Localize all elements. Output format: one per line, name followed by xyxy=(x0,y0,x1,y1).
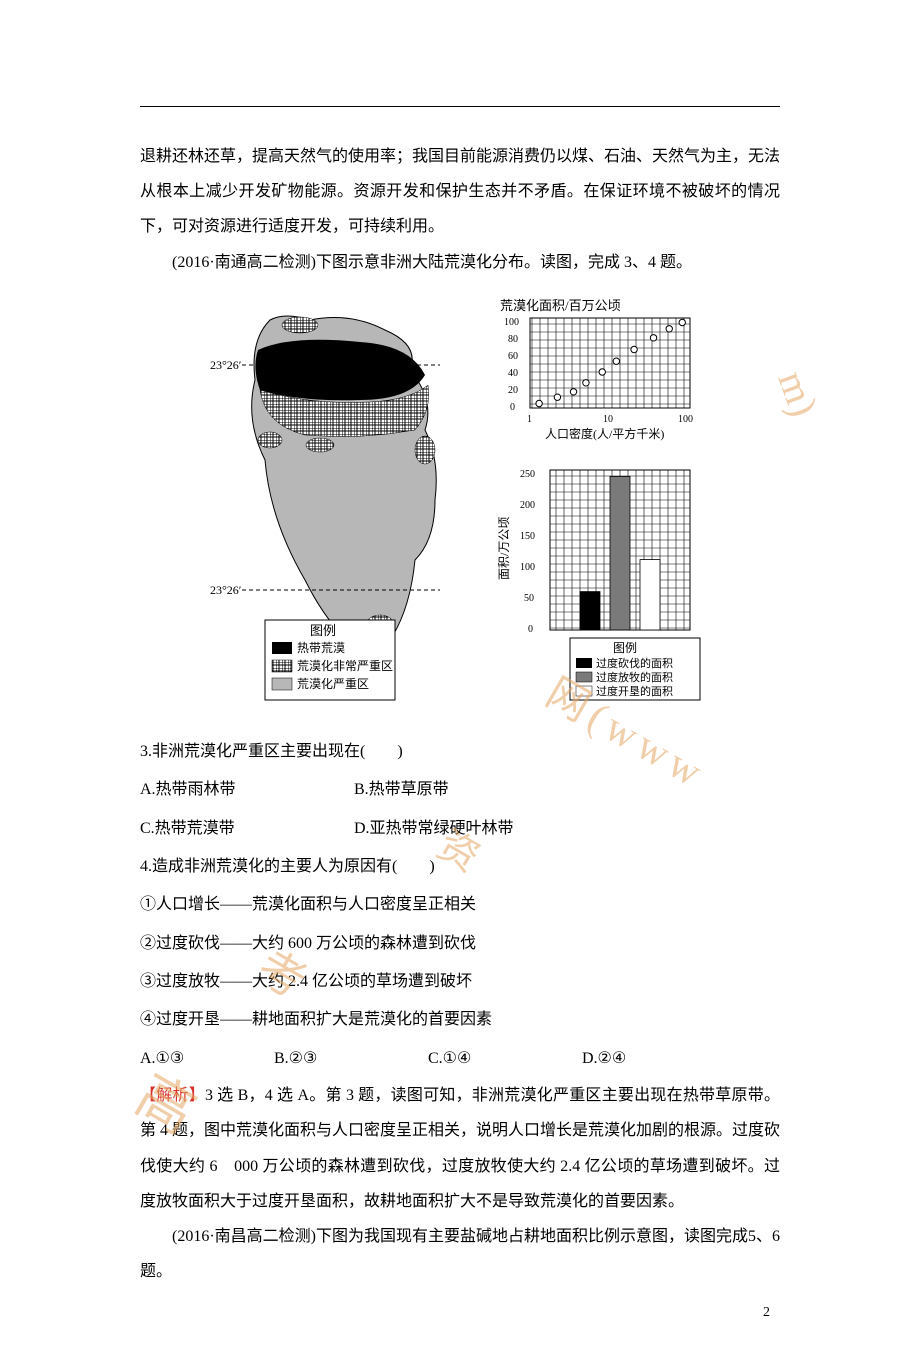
bar-chart: 面积/万公顷 0 50 100 150 200 250 图例 过度砍 xyxy=(497,469,700,700)
q3-optD: D.亚热带常绿硬叶林带 xyxy=(354,810,514,848)
svg-text:40: 40 xyxy=(508,368,518,379)
svg-text:50: 50 xyxy=(524,593,534,604)
bar-legend-2: 过度放牧的面积 xyxy=(596,670,673,684)
intro-paragraph: 退耕还林还草，提高天然气的使用率；我国目前能源消费仍以煤、石油、天然气为主，无法… xyxy=(140,139,780,245)
page: 退耕还林还草，提高天然气的使用率；我国目前能源消费仍以煤、石油、天然气为主，无法… xyxy=(0,0,920,1349)
q3-optB: B.热带草原带 xyxy=(354,771,449,809)
q3-row1: A.热带雨林带 B.热带草原带 xyxy=(140,771,780,809)
bar-legend-1: 过度砍伐的面积 xyxy=(596,656,673,670)
q4-s1: ①人口增长——荒漠化面积与人口密度呈正相关 xyxy=(140,886,780,924)
q4-s4: ④过度开垦——耕地面积扩大是荒漠化的首要因素 xyxy=(140,1001,780,1039)
q4-optC: C.①④ xyxy=(428,1040,578,1078)
scatter-xlabel: 人口密度(人/平方千米) xyxy=(545,426,664,441)
bar-ylabel: 面积/万公顷 xyxy=(497,516,511,579)
q4-optA: A.①③ xyxy=(140,1040,270,1078)
figure: 23°26′ 23°26′ xyxy=(140,290,780,715)
q3-optC: C.热带荒漠带 xyxy=(140,810,350,848)
svg-text:100: 100 xyxy=(504,317,519,328)
lat-bot: 23°26′ xyxy=(210,583,242,597)
svg-text:10: 10 xyxy=(603,414,613,425)
q3-optA: A.热带雨林带 xyxy=(140,771,350,809)
scatter-title: 荒漠化面积/百万公顷 xyxy=(500,298,621,313)
q4-optB: B.②③ xyxy=(274,1040,424,1078)
page-number: 2 xyxy=(763,1305,770,1321)
bar-legend-title: 图例 xyxy=(613,641,637,655)
svg-text:0: 0 xyxy=(510,402,515,413)
map-legend-2: 荒漠化非常严重区 xyxy=(297,659,393,673)
figure-svg: 23°26′ 23°26′ xyxy=(210,290,710,710)
map-legend-1: 热带荒漠 xyxy=(297,641,345,655)
svg-text:1: 1 xyxy=(527,414,532,425)
q3-stem: 3.非洲荒漠化严重区主要出现在( ) xyxy=(140,733,780,771)
svg-text:20: 20 xyxy=(508,385,518,396)
q4-s3: ③过度放牧——大约 2.4 亿公顷的草场遭到破坏 xyxy=(140,963,780,1001)
svg-text:80: 80 xyxy=(508,334,518,345)
analysis-label: 【解析】 xyxy=(140,1087,205,1104)
svg-text:60: 60 xyxy=(508,351,518,362)
svg-text:0: 0 xyxy=(528,624,533,635)
analysis: 【解析】3 选 B，4 选 A。第 3 题，读图可知，非洲荒漠化严重区主要出现在… xyxy=(140,1078,780,1219)
scatter-chart: 荒漠化面积/百万公顷 0 20 40 60 80 100 1 10 100 xyxy=(500,298,693,441)
lat-top: 23°26′ xyxy=(210,358,242,372)
svg-text:200: 200 xyxy=(520,500,535,511)
q4-optD: D.②④ xyxy=(582,1040,626,1078)
africa-map: 23°26′ 23°26′ xyxy=(210,316,440,700)
q4-s2: ②过度砍伐——大约 600 万公顷的森林遭到砍伐 xyxy=(140,925,780,963)
q3-row2: C.热带荒漠带 D.亚热带常绿硬叶林带 xyxy=(140,810,780,848)
map-legend-3: 荒漠化严重区 xyxy=(297,677,369,691)
top-rule xyxy=(140,106,780,107)
svg-text:100: 100 xyxy=(520,562,535,573)
map-legend-title: 图例 xyxy=(310,623,336,638)
question-source: (2016·南通高二检测)下图示意非洲大陆荒漠化分布。读图，完成 3、4 题。 xyxy=(140,245,780,280)
svg-text:100: 100 xyxy=(678,414,693,425)
next-source: (2016·南昌高二检测)下图为我国现有主要盐碱地占耕地面积比例示意图，读图完成… xyxy=(140,1219,780,1289)
q4-stem: 4.造成非洲荒漠化的主要人为原因有( ) xyxy=(140,848,780,886)
analysis-body: 3 选 B，4 选 A。第 3 题，读图可知，非洲荒漠化严重区主要出现在热带草原… xyxy=(140,1087,780,1210)
bar-legend-3: 过度开垦的面积 xyxy=(596,684,673,698)
q4-options: A.①③ B.②③ C.①④ D.②④ xyxy=(140,1040,780,1078)
svg-text:150: 150 xyxy=(520,531,535,542)
svg-text:250: 250 xyxy=(520,469,535,480)
